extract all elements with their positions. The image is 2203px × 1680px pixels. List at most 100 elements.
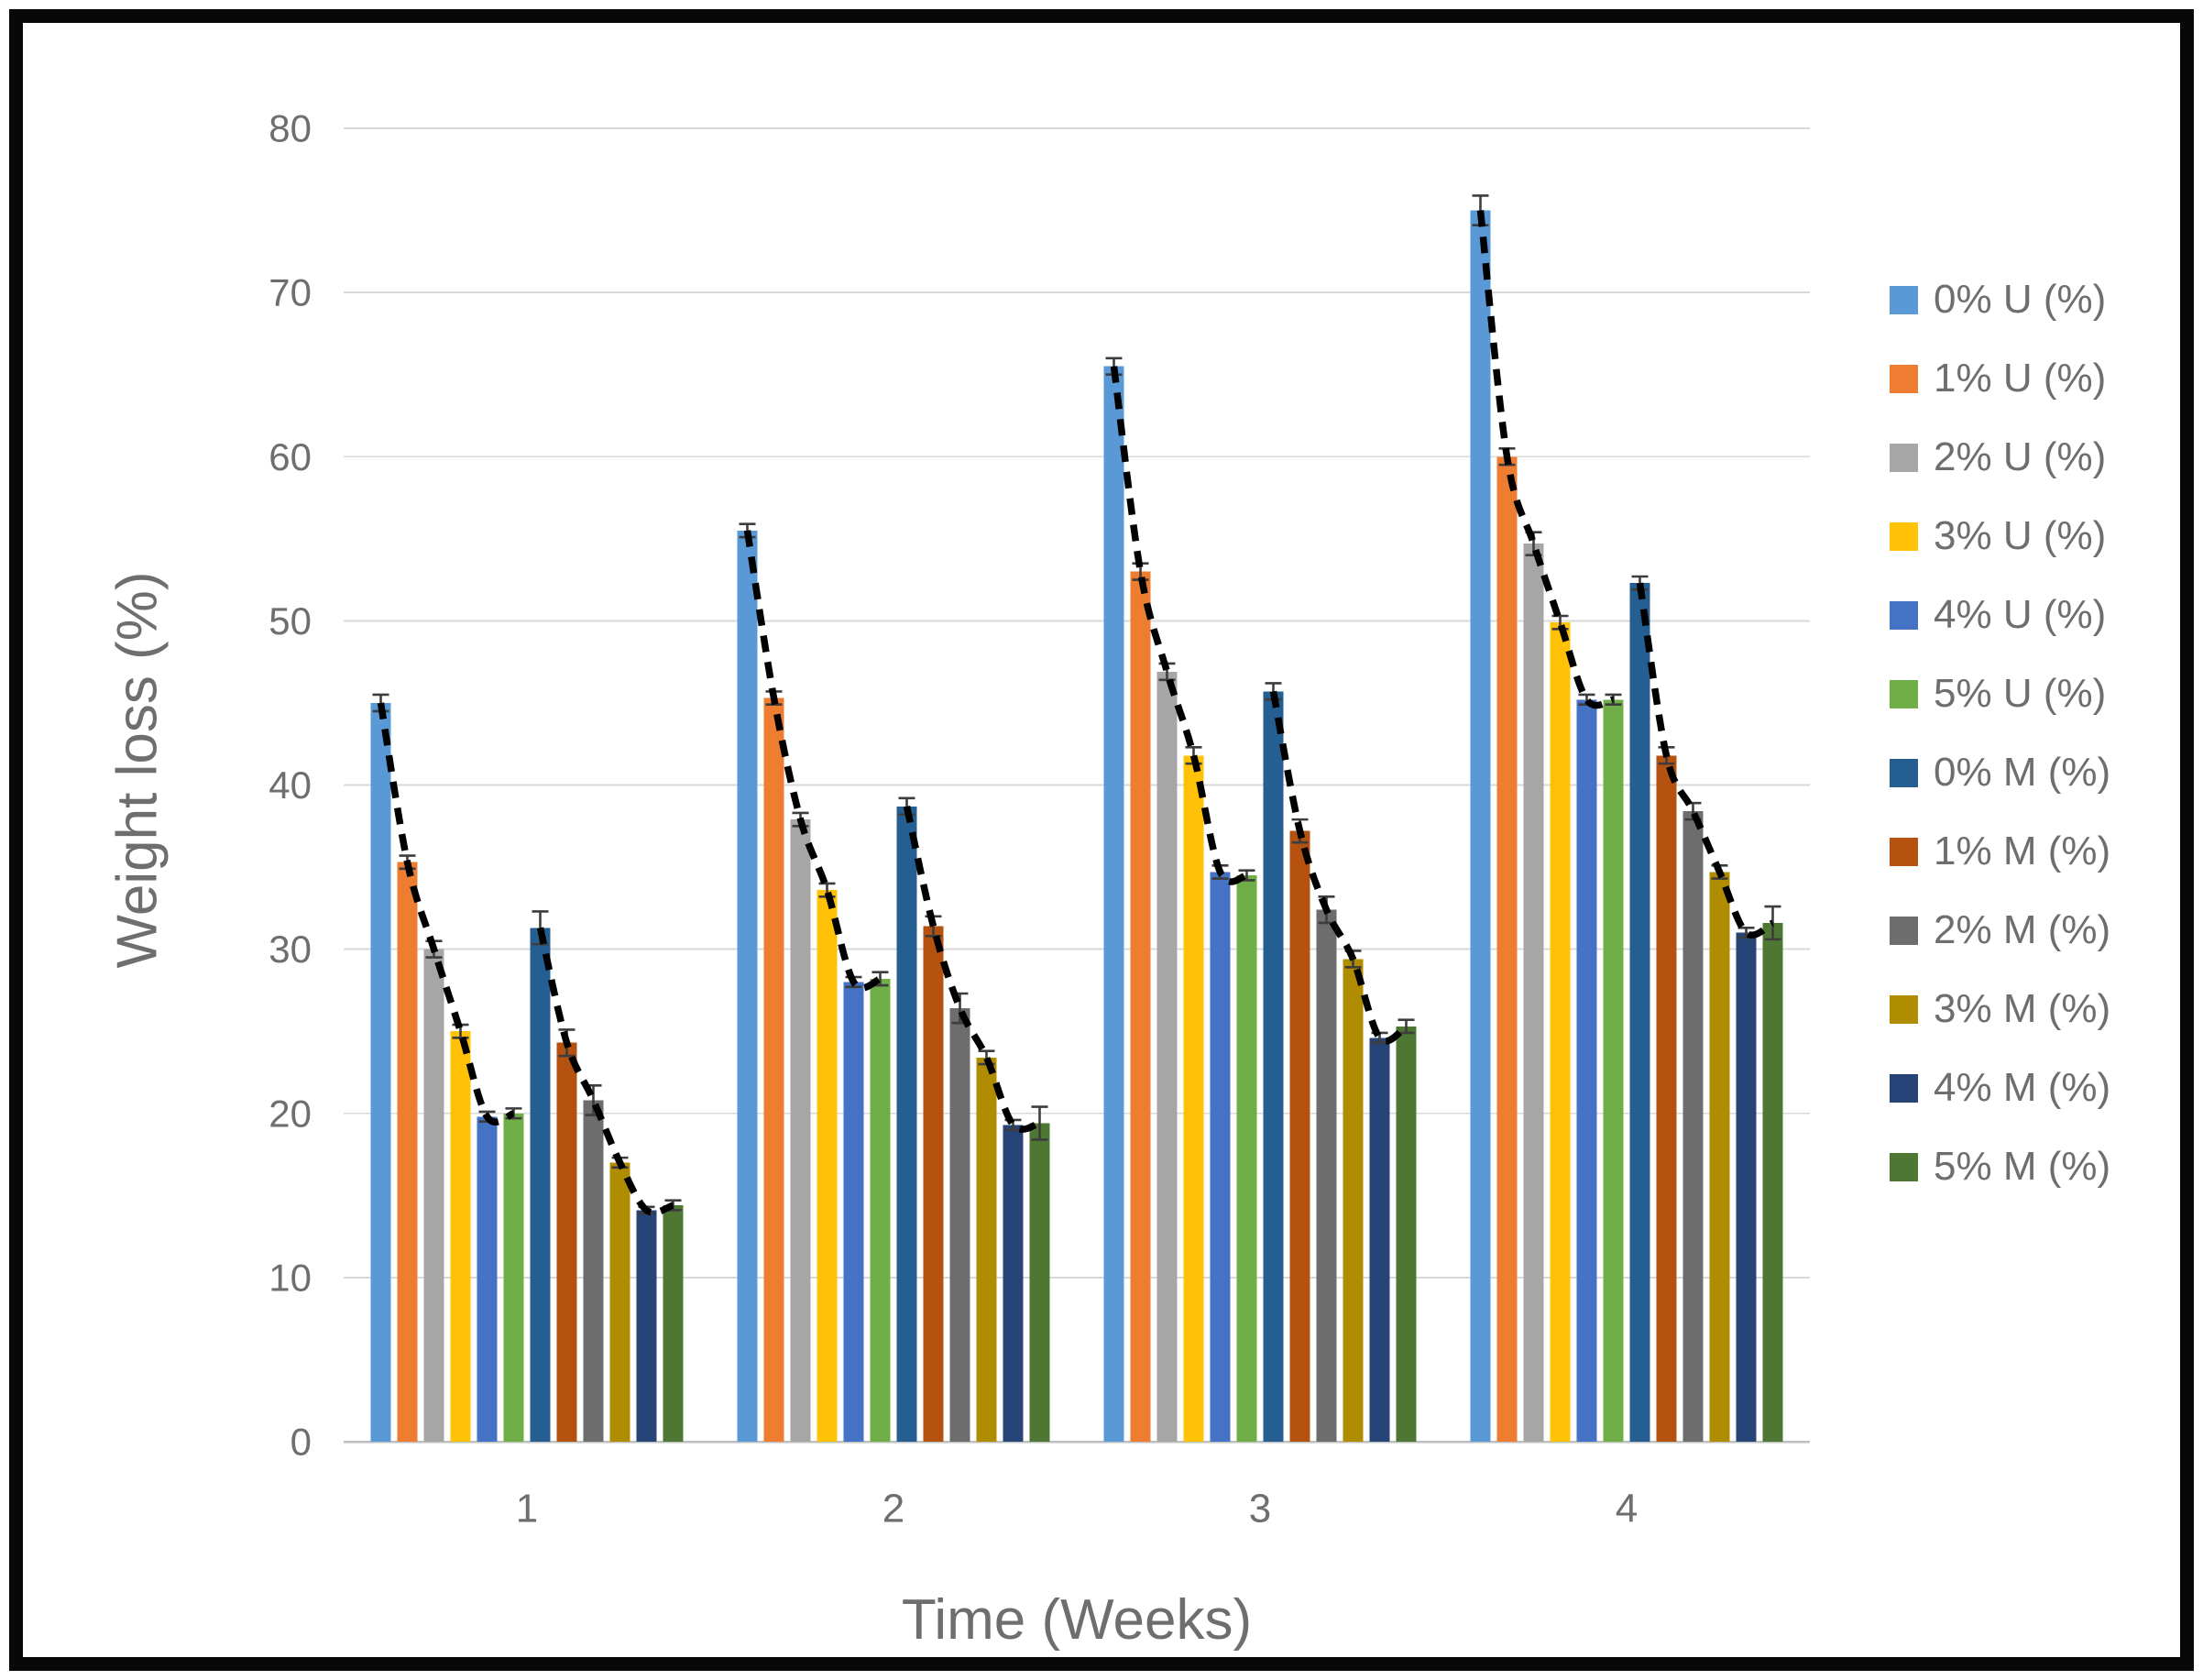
- y-tick-label: 40: [269, 763, 312, 807]
- bar: [1289, 830, 1310, 1442]
- bar: [1762, 922, 1783, 1442]
- trendline: [1110, 366, 1248, 885]
- legend-swatch-icon: [1890, 443, 1918, 472]
- legend-item: 4% U (%): [1890, 576, 2110, 654]
- legend-swatch-icon: [1890, 837, 1918, 866]
- trendline: [903, 805, 1041, 1133]
- bar: [636, 1210, 657, 1442]
- legend-item-label: 1% U (%): [1934, 356, 2107, 401]
- bar: [1130, 571, 1151, 1442]
- legend-swatch-icon: [1890, 364, 1918, 393]
- legend-item-label: 3% U (%): [1934, 513, 2107, 558]
- trendline: [536, 927, 674, 1216]
- legend-item-label: 0% M (%): [1934, 750, 2111, 795]
- bar: [976, 1057, 997, 1442]
- legend-item-label: 5% U (%): [1934, 671, 2107, 716]
- bar: [530, 928, 551, 1442]
- y-tick-label: 60: [269, 435, 312, 478]
- bar: [1369, 1038, 1390, 1442]
- x-tick-label: 1: [516, 1487, 538, 1532]
- bar: [843, 982, 864, 1442]
- legend: 0% U (%) 1% U (%) 2% U (%) 3% U (%) 4% U (%)…: [1890, 260, 2110, 1206]
- bar: [1656, 755, 1677, 1442]
- legend-item: 1% U (%): [1890, 339, 2110, 418]
- bar: [1396, 1026, 1417, 1442]
- bar: [1523, 544, 1544, 1442]
- bar: [663, 1205, 684, 1442]
- bar: [1156, 671, 1178, 1442]
- bar: [1550, 622, 1571, 1442]
- legend-swatch-icon: [1890, 285, 1918, 314]
- bar: [923, 926, 944, 1442]
- legend-item-label: 3% M (%): [1934, 986, 2111, 1031]
- bar: [1736, 932, 1757, 1442]
- legend-item: 1% M (%): [1890, 812, 2110, 891]
- legend-item: 5% M (%): [1890, 1127, 2110, 1206]
- legend-item-label: 4% M (%): [1934, 1065, 2111, 1110]
- y-tick-label: 0: [290, 1421, 312, 1464]
- bar: [1316, 909, 1337, 1442]
- legend-item: 0% M (%): [1890, 733, 2110, 812]
- bar: [583, 1100, 604, 1442]
- y-axis-title: Weight loss (%): [105, 571, 170, 969]
- bar: [790, 819, 811, 1442]
- bar: [477, 1116, 498, 1442]
- legend-item-label: 2% M (%): [1934, 907, 2111, 952]
- bar: [1576, 699, 1597, 1442]
- bar: [817, 890, 838, 1442]
- bar: [1629, 583, 1650, 1442]
- x-tick-label: 4: [1616, 1487, 1638, 1532]
- legend-item: 3% U (%): [1890, 497, 2110, 576]
- trendline: [1476, 210, 1615, 709]
- trendline: [1636, 582, 1775, 939]
- bar: [1236, 875, 1257, 1442]
- legend-swatch-icon: [1890, 916, 1918, 945]
- bar: [737, 530, 758, 1442]
- bar: [1263, 691, 1284, 1442]
- bar: [1603, 699, 1624, 1442]
- legend-swatch-icon: [1890, 679, 1918, 708]
- bar: [1210, 872, 1231, 1442]
- y-tick-label: 70: [269, 271, 312, 314]
- bar: [556, 1042, 577, 1442]
- bar: [370, 702, 391, 1442]
- legend-swatch-icon: [1890, 758, 1918, 787]
- legend-item: 5% U (%): [1890, 654, 2110, 733]
- y-tick-label: 50: [269, 599, 312, 642]
- legend-item-label: 4% U (%): [1934, 592, 2107, 637]
- bar: [896, 806, 917, 1442]
- legend-item-label: 0% U (%): [1934, 277, 2107, 322]
- bar: [870, 978, 891, 1442]
- x-tick-label: 2: [882, 1487, 904, 1532]
- bar: [1682, 811, 1704, 1442]
- bar: [1709, 872, 1730, 1442]
- bar: [1470, 210, 1491, 1442]
- legend-item: 2% M (%): [1890, 891, 2110, 970]
- bar: [450, 1031, 471, 1442]
- legend-item-label: 1% M (%): [1934, 829, 2111, 873]
- trendline: [377, 702, 515, 1125]
- bar: [397, 862, 418, 1442]
- bar: [423, 949, 444, 1442]
- legend-swatch-icon: [1890, 600, 1918, 630]
- y-tick-label: 30: [269, 928, 312, 971]
- legend-swatch-icon: [1890, 994, 1918, 1024]
- y-tick-label: 80: [269, 107, 312, 150]
- legend-item: 3% M (%): [1890, 970, 2110, 1049]
- bar: [1103, 366, 1124, 1443]
- trendline: [1269, 690, 1408, 1045]
- legend-item-label: 2% U (%): [1934, 434, 2107, 479]
- bar: [1496, 456, 1518, 1442]
- legend-swatch-icon: [1890, 1152, 1918, 1181]
- bar: [1029, 1123, 1050, 1442]
- x-tick-label: 3: [1249, 1487, 1271, 1532]
- legend-item: 4% M (%): [1890, 1049, 2110, 1127]
- y-tick-label: 20: [269, 1092, 312, 1135]
- bar: [1183, 755, 1204, 1442]
- legend-swatch-icon: [1890, 1073, 1918, 1103]
- legend-item-label: 5% M (%): [1934, 1144, 2111, 1189]
- bar: [503, 1113, 524, 1442]
- y-tick-label: 10: [269, 1256, 312, 1299]
